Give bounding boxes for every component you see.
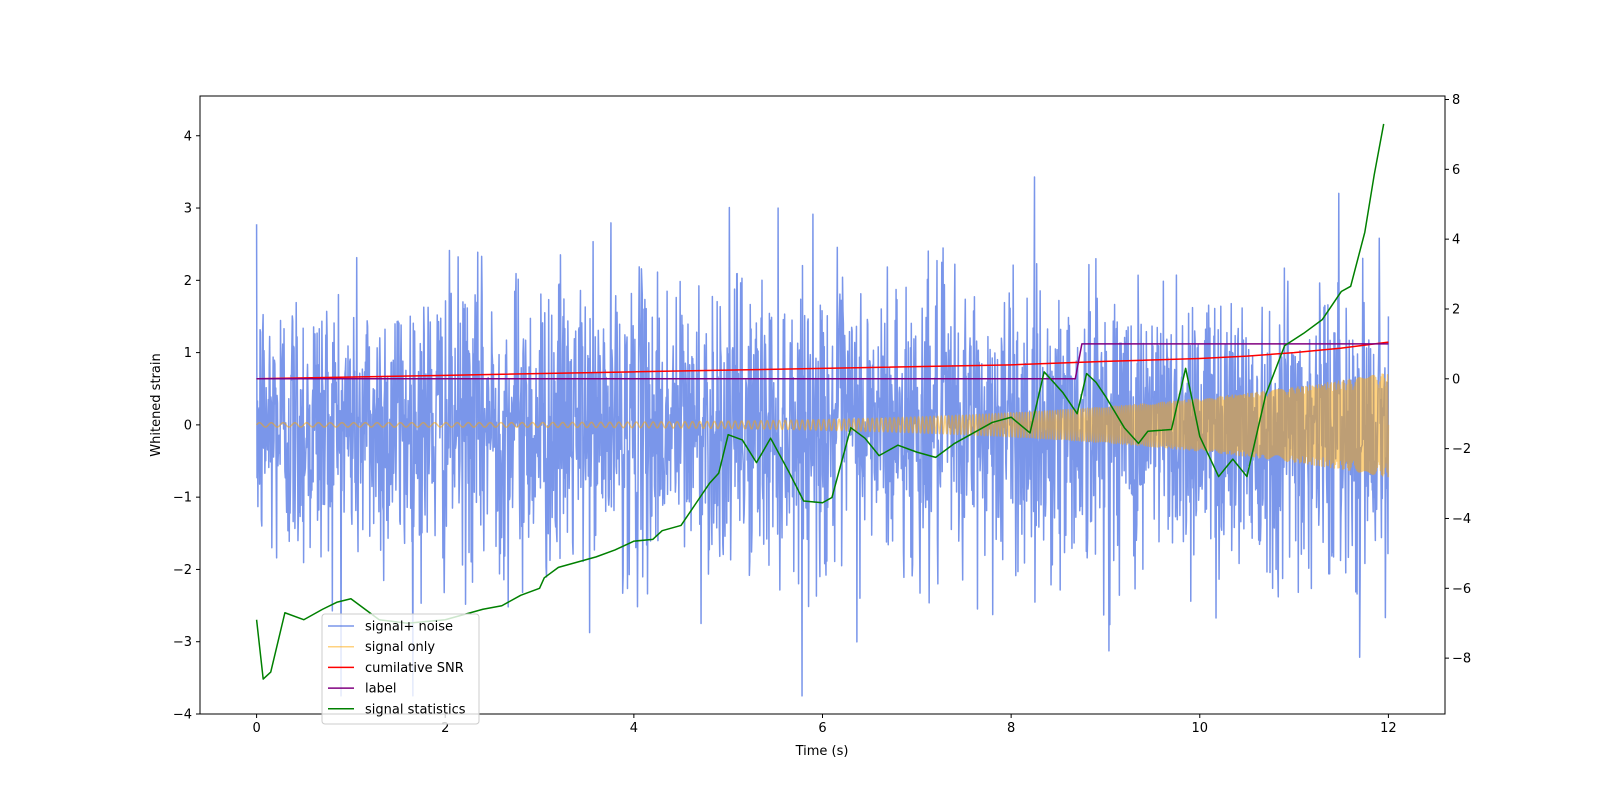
y-tick-label: 4 — [184, 129, 192, 144]
y-tick-label: 0 — [184, 418, 192, 433]
series-line-label — [256, 343, 1389, 380]
y2-tick-label: 2 — [1452, 302, 1460, 317]
x-tick-label: 8 — [1007, 721, 1015, 736]
y2-tick-label: 0 — [1452, 372, 1460, 387]
x-tick-label: 10 — [1191, 721, 1208, 736]
x-tick-label: 4 — [630, 721, 638, 736]
series-line-signal-only — [256, 373, 1390, 478]
x-tick-label: 12 — [1380, 721, 1397, 736]
y-axis-label: Whitened strain — [149, 353, 164, 456]
y-tick-label: 1 — [184, 346, 192, 361]
legend-label: label — [365, 682, 396, 697]
y-tick-label: −3 — [173, 635, 192, 650]
legend-label: signal only — [365, 640, 435, 655]
y-tick-label: −1 — [173, 491, 192, 506]
y-tick-label: −2 — [173, 563, 192, 578]
y2-tick-label: −4 — [1452, 512, 1471, 527]
x-axis-label: Time (s) — [795, 744, 849, 759]
y-axis-right: −8 −6 −4 −2 0 2 4 6 8 — [1445, 93, 1471, 667]
y2-tick-label: −8 — [1452, 652, 1471, 667]
y2-tick-label: 8 — [1452, 93, 1460, 108]
plot-area — [255, 123, 1390, 697]
legend-box — [321, 613, 480, 725]
x-tick-label: 0 — [252, 721, 260, 736]
x-tick-label: 2 — [441, 721, 449, 736]
y2-tick-label: 6 — [1452, 163, 1460, 178]
y2-tick-label: 4 — [1452, 233, 1460, 248]
legend-label: cumilative SNR — [365, 661, 464, 676]
y-axis-left: −4 −3 −2 −1 0 1 2 3 4 — [173, 129, 200, 723]
y-tick-label: 3 — [184, 202, 192, 217]
legend-label: signal statistics — [365, 702, 466, 717]
x-tick-label: 6 — [818, 721, 826, 736]
y-tick-label: −4 — [173, 708, 192, 723]
series-line-signal-statistics — [255, 123, 1385, 680]
y2-tick-label: −2 — [1452, 442, 1471, 457]
legend-label: signal+ noise — [365, 620, 453, 635]
y2-tick-label: −6 — [1452, 582, 1471, 597]
y-tick-label: 2 — [184, 274, 192, 289]
legend: signal+ noise signal only cumilative SNR la… — [321, 613, 480, 725]
series-line-cumilative-snr — [256, 341, 1389, 380]
